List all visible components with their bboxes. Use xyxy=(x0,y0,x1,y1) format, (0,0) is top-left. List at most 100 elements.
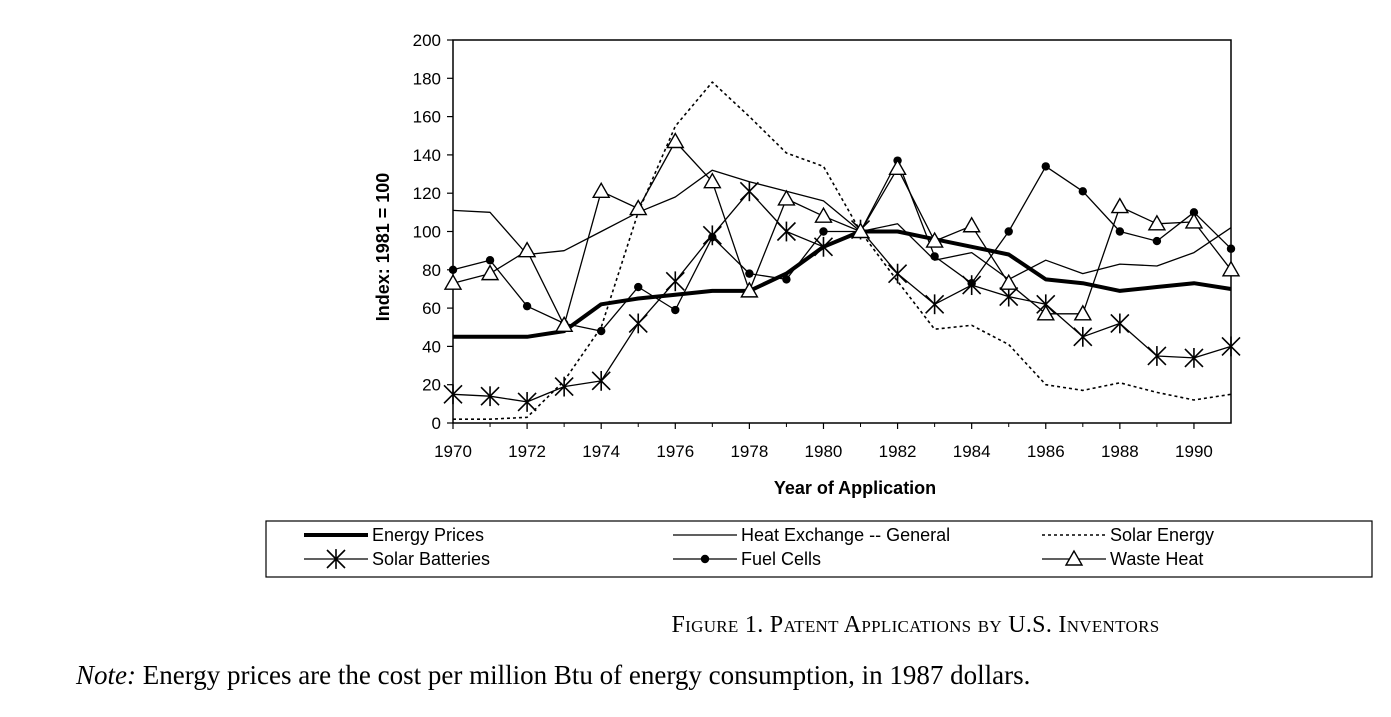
waste-heat-point xyxy=(1184,212,1204,229)
series-markers-fuel-cells xyxy=(448,156,1236,336)
fuel-cells-point xyxy=(1152,236,1162,246)
fuel-cells-point xyxy=(700,554,710,564)
waste-heat-point xyxy=(777,189,796,206)
fuel-cells-point xyxy=(1078,187,1088,196)
y-tick-label: 0 xyxy=(432,414,441,433)
chart-series xyxy=(443,81,1241,421)
legend-label: Waste Heat xyxy=(1110,549,1203,569)
fuel-cells-point xyxy=(522,301,532,311)
solar-batteries-point xyxy=(1221,336,1241,357)
solar-batteries-point xyxy=(554,376,574,397)
fuel-cells-point xyxy=(448,265,458,274)
waste-heat-point xyxy=(888,158,907,176)
solar-batteries-point xyxy=(665,271,685,292)
legend-item-heat-exchange-general: Heat Exchange -- General xyxy=(673,525,950,545)
series-markers-waste-heat xyxy=(443,132,1241,333)
legend-item-solar-energy: Solar Energy xyxy=(1042,525,1214,545)
chart-axes: 0 20 40 60 80 100 120 140 160 180 200 1970 1972 1974 1… xyxy=(413,31,1232,461)
solar-batteries-point xyxy=(1147,346,1167,366)
series-line-fuel-cells xyxy=(452,159,1232,332)
legend-box xyxy=(265,520,1373,578)
waste-heat-point xyxy=(517,241,537,258)
x-tick-label: 1980 xyxy=(805,442,843,461)
waste-heat-point xyxy=(1147,214,1167,231)
solar-batteries-point xyxy=(443,384,463,405)
fuel-cells-point xyxy=(1226,244,1236,253)
x-axis-title: Year of Application xyxy=(774,478,936,498)
y-tick-label: 100 xyxy=(413,223,441,242)
note-label: Note: xyxy=(76,660,136,690)
waste-heat-point xyxy=(740,281,759,298)
waste-heat-point xyxy=(554,315,574,333)
legend-label: Solar Energy xyxy=(1110,525,1214,545)
fuel-cells-point xyxy=(485,256,495,265)
legend: Energy Prices Heat Exchange -- General Sol… xyxy=(265,520,1373,578)
solar-batteries-point xyxy=(888,263,908,284)
solar-batteries-point xyxy=(1110,313,1130,334)
fuel-cells-point xyxy=(930,252,939,261)
legend-label: Solar Batteries xyxy=(372,549,490,569)
fuel-cells-point xyxy=(1115,227,1125,236)
fuel-cells-point xyxy=(634,282,643,292)
legend-item-waste-heat: Waste Heat xyxy=(1042,549,1203,569)
series-line-energy-prices xyxy=(453,229,1232,339)
solar-batteries-point xyxy=(517,392,537,412)
x-tick-label: 1990 xyxy=(1175,442,1213,461)
fuel-cells-point xyxy=(1004,227,1013,236)
solar-batteries-point xyxy=(1073,326,1093,347)
solar-batteries-point xyxy=(628,313,648,334)
legend-item-energy-prices: Energy Prices xyxy=(304,525,484,545)
waste-heat-point xyxy=(851,222,870,239)
solar-batteries-point xyxy=(1184,347,1204,368)
figure-caption: Figure 1. Patent Applications by U.S. In… xyxy=(0,612,1391,639)
series-line-solar-batteries xyxy=(452,190,1232,403)
note-text: Energy prices are the cost per million B… xyxy=(136,660,1031,690)
series-line-heat-exchange-general xyxy=(452,169,1232,281)
waste-heat-point xyxy=(814,206,833,223)
y-tick-label: 60 xyxy=(422,299,441,318)
waste-heat-point xyxy=(591,181,611,198)
solar-batteries-point xyxy=(999,286,1019,307)
y-tick-label: 200 xyxy=(413,31,441,50)
legend-label: Energy Prices xyxy=(372,525,484,545)
figure-caption-text: Figure 1. Patent Applications by U.S. In… xyxy=(671,612,1160,638)
fuel-cells-point xyxy=(819,227,828,236)
fuel-cells-point xyxy=(596,326,606,336)
x-tick-label: 1986 xyxy=(1027,442,1065,461)
x-tick-label: 1976 xyxy=(656,442,694,461)
fuel-cells-point xyxy=(708,233,717,242)
fuel-cells-point xyxy=(967,279,976,288)
waste-heat-point xyxy=(1110,197,1130,214)
x-tick-label: 1984 xyxy=(953,442,991,461)
y-tick-label: 20 xyxy=(422,376,441,395)
waste-heat-point xyxy=(999,273,1018,290)
solar-batteries-point xyxy=(326,549,346,569)
series-markers-solar-batteries xyxy=(443,181,1241,412)
waste-heat-point xyxy=(962,216,981,233)
y-tick-label: 180 xyxy=(413,69,441,88)
x-tick-label: 1974 xyxy=(582,442,620,461)
solar-batteries-point xyxy=(925,294,945,315)
x-tick-label: 1972 xyxy=(508,442,546,461)
series-line-solar-energy xyxy=(453,81,1232,421)
x-tick-label: 1970 xyxy=(434,442,472,461)
legend-item-solar-batteries: Solar Batteries xyxy=(304,549,490,569)
fuel-cells-point xyxy=(745,269,754,278)
y-tick-label: 140 xyxy=(413,146,441,165)
waste-heat-point xyxy=(666,132,685,149)
waste-heat-point xyxy=(629,199,648,216)
waste-heat-point xyxy=(1073,304,1093,321)
waste-heat-point xyxy=(1036,304,1055,321)
fuel-cells-point xyxy=(1189,208,1199,217)
legend-label: Fuel Cells xyxy=(741,549,821,569)
series-line-waste-heat xyxy=(452,140,1232,326)
line-chart: 0 20 40 60 80 100 120 140 160 180 200 1970 1972 1974 1… xyxy=(265,31,1373,578)
y-tick-label: 160 xyxy=(413,108,441,127)
solar-batteries-point xyxy=(776,221,796,242)
y-axis-title: Index: 1981 = 100 xyxy=(373,173,393,322)
waste-heat-point xyxy=(443,273,463,290)
waste-heat-point xyxy=(1064,549,1084,566)
y-tick-label: 120 xyxy=(413,184,441,203)
legend-item-fuel-cells: Fuel Cells xyxy=(673,549,821,569)
solar-batteries-point xyxy=(591,370,611,391)
